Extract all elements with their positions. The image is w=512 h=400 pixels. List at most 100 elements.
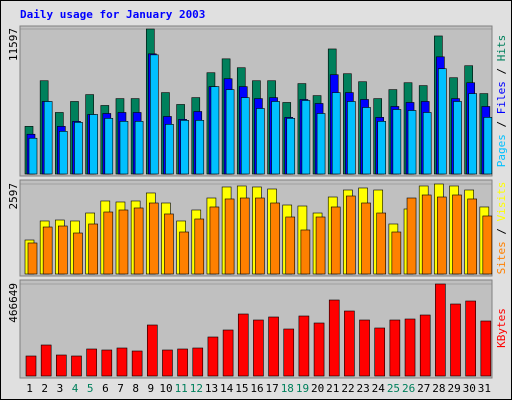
bar [119,121,129,175]
bar [347,101,356,175]
bar [256,108,265,175]
bar [165,124,174,175]
bar [116,347,128,377]
bar [225,89,235,175]
bar [104,118,114,175]
bar [222,329,234,377]
y-tick-label: 466649 [7,283,20,323]
bar [40,344,52,377]
bar [438,68,447,175]
bar [210,86,220,175]
bar [71,355,82,377]
bar [482,215,493,275]
x-tick-label: 15 [235,382,248,395]
bar [271,101,280,175]
legend-separator: / [495,114,508,134]
x-tick-label: 27 [417,382,430,395]
bar [301,100,311,175]
x-tick-label: 29 [447,382,460,395]
bar [453,101,462,175]
bar [177,348,188,377]
bar [359,319,370,377]
bar [435,283,446,377]
legend: Pages / Files / Hits [495,35,508,168]
bar [450,303,461,377]
bar [421,194,432,275]
bar [88,223,98,275]
x-tick-label: 11 [175,382,188,395]
x-tick-label: 31 [478,382,491,395]
legend-separator: / [495,61,508,81]
bar [25,355,37,377]
bar [391,231,402,275]
x-tick-label: 3 [57,382,64,395]
bar [237,313,249,377]
bar [346,195,356,275]
x-tick-label: 17 [266,382,279,395]
bar [131,350,143,377]
bar [328,299,340,377]
bar [404,318,416,377]
bar [179,231,189,275]
y-tick-label: 2597 [7,183,20,210]
bar [392,109,402,175]
bar [344,310,355,377]
bar [89,114,98,175]
bar [148,202,159,275]
bar [331,92,341,175]
bar [56,354,67,377]
legend-entry: Visits [495,182,508,222]
bar [422,112,432,175]
y-tick-label: 11597 [7,28,20,61]
bar [27,242,38,275]
bar [315,216,326,275]
bar [270,202,280,275]
x-tick-label: 12 [190,382,203,395]
bar [313,322,325,377]
bar [361,202,371,275]
bar [376,212,387,275]
bar [58,225,68,275]
bar [465,300,476,377]
x-tick-label: 8 [132,382,139,395]
x-tick-label: 24 [372,382,386,395]
legend: Sites / Visits [495,182,508,275]
bar [406,197,417,275]
bar [101,349,113,377]
bar [286,118,296,175]
x-tick-label: 30 [463,382,476,395]
x-tick-label: 20 [311,382,324,395]
chart-title: Daily usage for January 2003 [20,8,205,21]
bar [209,206,220,275]
bar [42,226,53,275]
x-tick-label: 1 [26,382,33,395]
bar [362,107,371,175]
bar [407,110,417,175]
bar [389,319,401,377]
legend-entry: Sites [495,241,508,274]
bar [468,93,477,175]
bar [180,120,189,175]
bar [164,213,174,275]
x-tick-label: 10 [159,382,172,395]
bar [103,211,114,275]
x-tick-label: 6 [102,382,109,395]
bar [298,315,310,377]
bar [162,349,173,377]
x-tick-label: 5 [87,382,94,395]
x-tick-label: 19 [296,382,309,395]
bar [268,316,279,377]
bar [74,122,83,175]
bar [283,328,295,377]
bar [195,120,205,175]
bar [59,131,68,175]
legend-entry: Files [495,81,508,114]
bar [134,121,144,175]
legend-entry: Hits [495,35,508,62]
bar [192,347,204,377]
x-tick-label: 7 [117,382,124,395]
x-tick-label: 2 [41,382,48,395]
legend: KBytes [495,308,508,348]
bar [452,194,462,275]
